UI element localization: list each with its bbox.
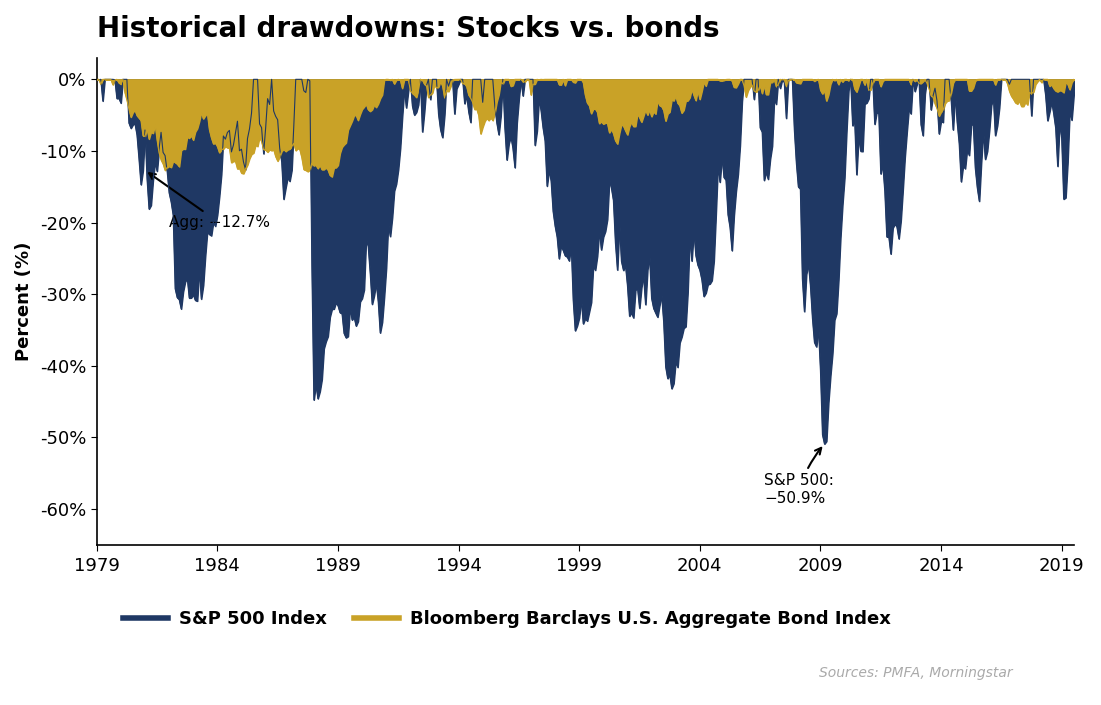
Text: Sources: PMFA, Morningstar: Sources: PMFA, Morningstar [819,666,1013,680]
Text: S&P 500:
−50.9%: S&P 500: −50.9% [764,448,835,505]
Y-axis label: Percent (%): Percent (%) [15,242,33,361]
Text: Historical drawdowns: Stocks vs. bonds: Historical drawdowns: Stocks vs. bonds [97,15,719,43]
Legend: S&P 500 Index, Bloomberg Barclays U.S. Aggregate Bond Index: S&P 500 Index, Bloomberg Barclays U.S. A… [116,603,898,635]
Text: Agg: −12.7%: Agg: −12.7% [149,173,270,231]
